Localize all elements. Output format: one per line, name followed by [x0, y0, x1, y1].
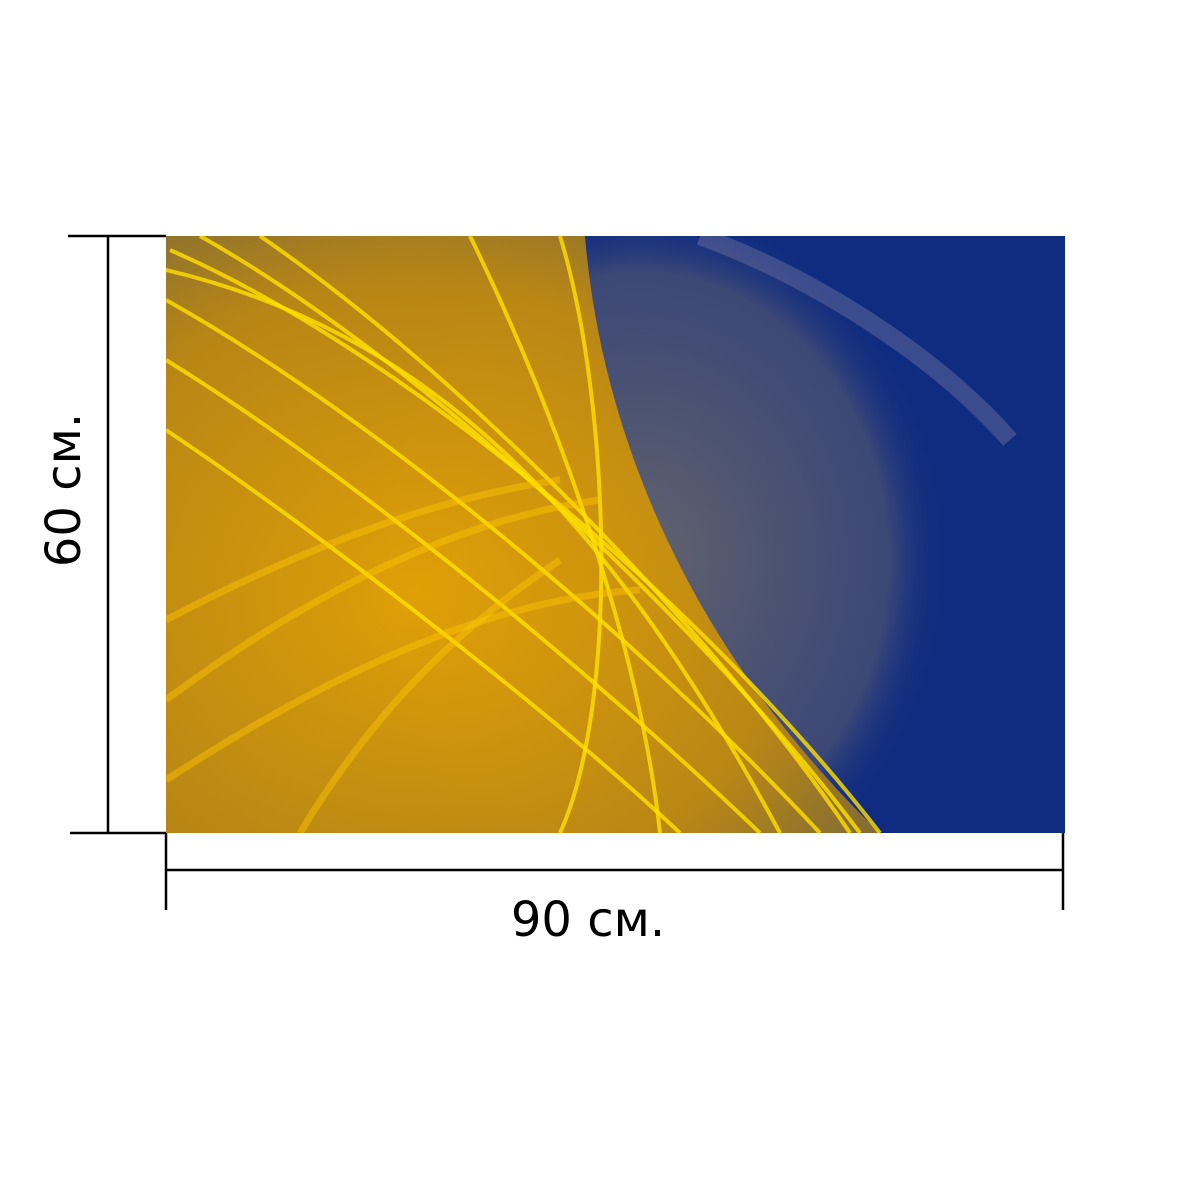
artwork — [166, 236, 1065, 833]
width-dimension: 90 см. — [164, 833, 1065, 948]
width-label: 90 см. — [511, 892, 665, 948]
height-label: 60 см. — [36, 413, 92, 567]
height-dimension: 60 см. — [36, 234, 166, 835]
